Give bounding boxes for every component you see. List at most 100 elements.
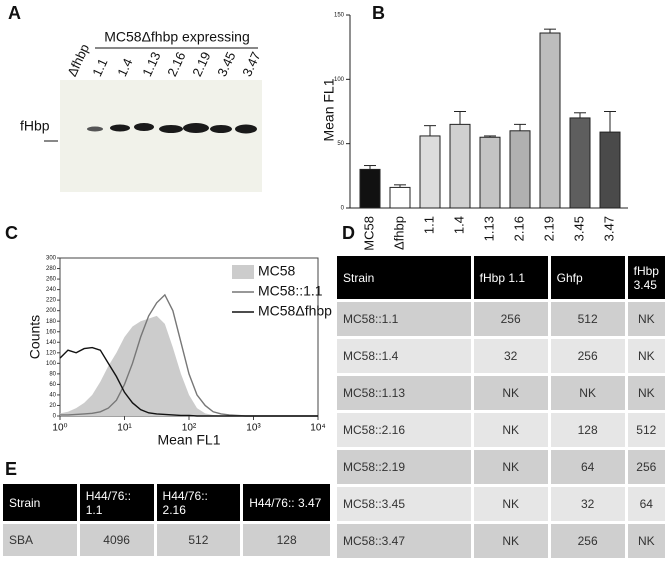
panel-label: B (372, 3, 385, 23)
y-tick-label: 300 (46, 256, 57, 262)
x-tick-label: 2.16 (511, 216, 526, 241)
x-tick-label: 2.19 (541, 216, 556, 241)
area (60, 315, 318, 416)
table-cell: MC58::3.47 (337, 524, 471, 558)
band (210, 125, 232, 133)
y-tick-label: 0 (341, 206, 345, 212)
y-tick-label: 240 (46, 287, 57, 293)
band (110, 124, 130, 132)
bar (419, 135, 441, 209)
line (59, 346, 318, 417)
y-tick-label: 100 (334, 77, 345, 83)
table-cell: NK (473, 487, 548, 521)
bar (509, 130, 531, 209)
table-cell: NK (473, 450, 548, 484)
band (134, 123, 154, 131)
bar (449, 123, 471, 209)
table-cell: 128 (550, 413, 625, 447)
lane-label: Δfhbp (64, 42, 92, 79)
table-cell: NK (473, 524, 548, 558)
table-d: Strain fHbp 1.1 Ghfp fHbp 3.45 MC58::1.1 256 5… (334, 253, 668, 561)
y-tick-label: 150 (334, 13, 345, 19)
table-row: Strain H44/76:: 1.1 H44/76:: 2.16 H44/76:: … (3, 484, 330, 521)
table-cell: 256 (550, 339, 625, 373)
x-tick-label: 1.13 (481, 216, 496, 241)
table-cell: fHbp 1.1 (473, 256, 548, 299)
table-row: MC58::1.13 NK NK NK (337, 376, 665, 410)
table-cell: H44/76:: 3.47 (243, 484, 330, 521)
table-cell: MC58::1.13 (337, 376, 471, 410)
bar (479, 136, 501, 209)
panel-label: E (5, 459, 17, 479)
lane-label: 1.4 (114, 56, 135, 79)
table-row: MC58::3.45 NK 32 64 (337, 487, 665, 521)
table-cell: NK (627, 376, 665, 410)
table-row: MC58::2.19 NK 64 256 (337, 450, 665, 484)
table-cell: 128 (243, 524, 330, 556)
table-row: Strain fHbp 1.1 Ghfp fHbp 3.45 (337, 256, 665, 299)
x-tick-label: 1.4 (451, 216, 466, 234)
lane-label: 1.1 (89, 56, 110, 79)
y-tick-label: 100 (46, 361, 57, 367)
table-cell: fHbp 3.45 (627, 256, 665, 299)
blot-title: MC58Δfhbp expressing (104, 29, 250, 45)
table-row: MC58::3.47 NK 256 NK (337, 524, 665, 558)
table-cell: H44/76:: 2.16 (156, 484, 241, 521)
y-tick-label: 60 (49, 382, 56, 388)
table-cell: 32 (473, 339, 548, 373)
lane-label: 1.13 (139, 49, 163, 78)
y-tick-label: 20 (49, 403, 56, 409)
x-tick-label: MC58 (361, 216, 376, 251)
y-tick-label: 260 (46, 277, 57, 283)
bar (599, 131, 621, 209)
table-cell: Strain (3, 484, 77, 521)
x-tick-label: 10² (182, 423, 197, 434)
y-tick-label: 0 (53, 414, 57, 420)
bar (539, 32, 561, 209)
table-cell: 512 (156, 524, 241, 556)
y-tick-label: 80 (49, 371, 56, 377)
legend-label: MC58 (258, 263, 296, 279)
table-cell: NK (627, 524, 665, 558)
x-tick-label: 10¹ (117, 423, 132, 434)
legend-label: MC58::1.1 (258, 283, 323, 299)
table-e: Strain H44/76:: 1.1 H44/76:: 2.16 H44/76:: … (0, 481, 333, 559)
y-tick-label: 50 (337, 141, 344, 147)
table-cell: NK (627, 339, 665, 373)
x-tick-label: 10⁴ (310, 423, 325, 434)
panel-label: D (342, 223, 355, 243)
lane-label: 3.47 (239, 49, 263, 78)
y-tick-label: 120 (46, 350, 57, 356)
table-cell: Strain (337, 256, 471, 299)
y-tick-label: 140 (46, 340, 57, 346)
blot-bands (87, 123, 257, 134)
x-tick-label: Δfhbp (391, 216, 406, 250)
band (159, 125, 183, 133)
band-label: fHbp (20, 118, 50, 134)
table-cell: MC58::2.19 (337, 450, 471, 484)
table-cell: MC58::2.16 (337, 413, 471, 447)
table-cell: 256 (627, 450, 665, 484)
table-cell: NK (473, 413, 548, 447)
x-axis-label: Mean FL1 (157, 432, 220, 448)
y-axis-label: Counts (27, 315, 43, 359)
panel-label: C (5, 223, 18, 243)
table-cell: 64 (550, 450, 625, 484)
table-cell: MC58::1.4 (337, 339, 471, 373)
y-tick-label: 160 (46, 329, 57, 335)
table-cell: NK (550, 376, 625, 410)
table-row: MC58::2.16 NK 128 512 (337, 413, 665, 447)
legend-label: MC58Δfhbp (258, 303, 332, 319)
table-cell: 512 (627, 413, 665, 447)
x-tick-label: 1.1 (421, 216, 436, 234)
table-row: SBA 4096 512 128 (3, 524, 330, 556)
legend-swatch (232, 265, 254, 279)
y-tick-label: 280 (46, 266, 57, 272)
table-cell: MC58::3.45 (337, 487, 471, 521)
y-axis-label: Mean FL1 (321, 78, 337, 141)
lane-label: 3.45 (214, 49, 238, 78)
table-cell: SBA (3, 524, 77, 556)
table-cell: 4096 (79, 524, 154, 556)
